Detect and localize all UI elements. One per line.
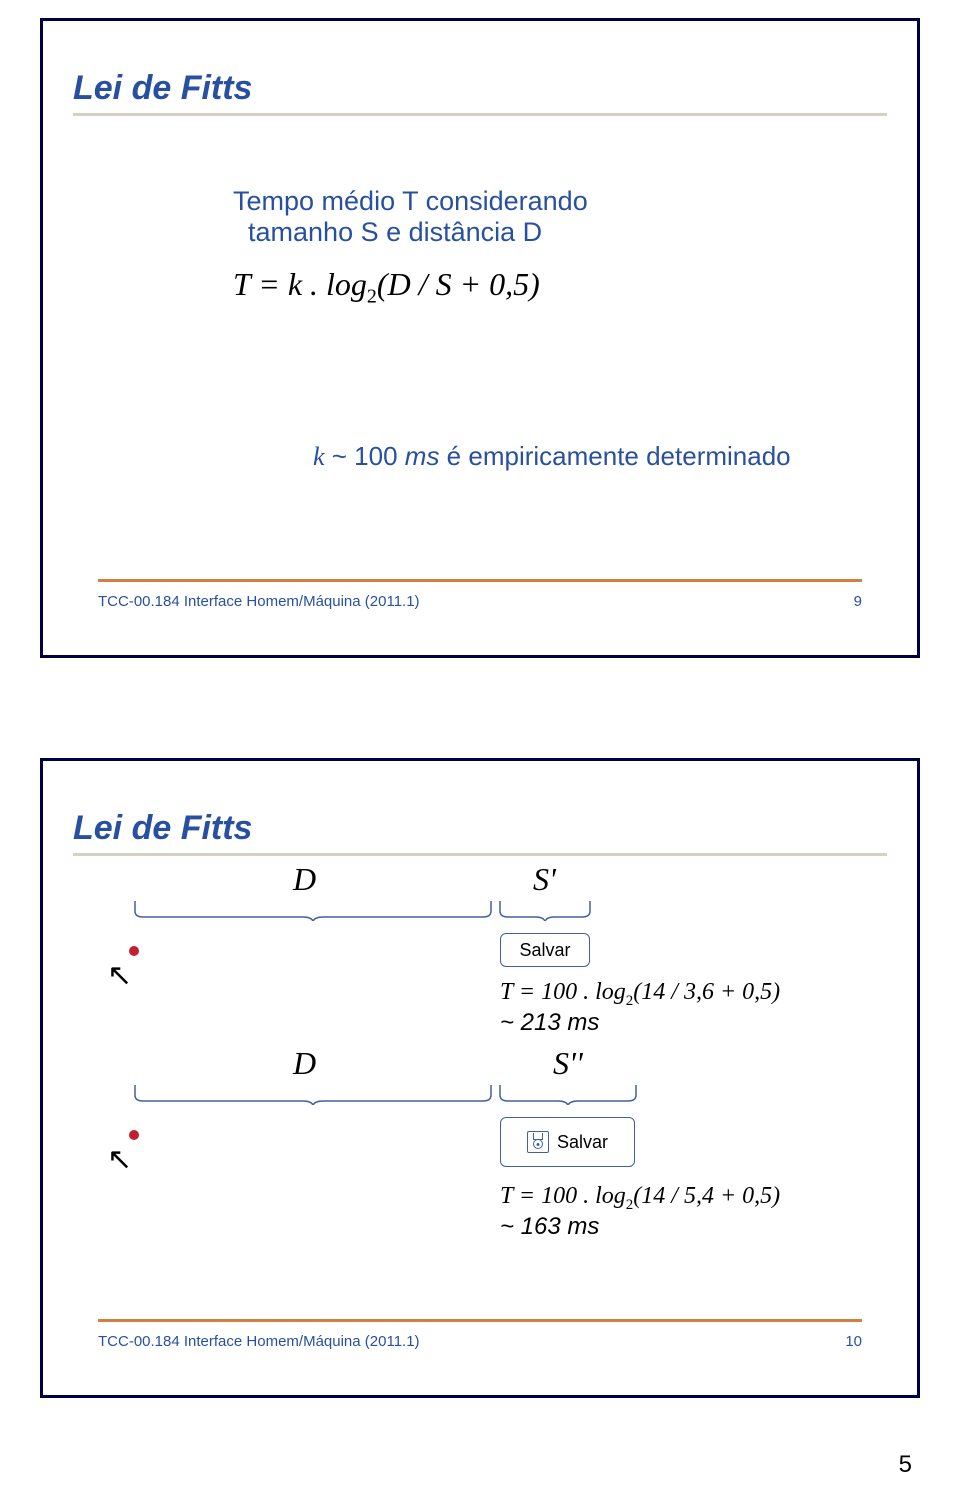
label-d-1: D bbox=[293, 861, 316, 898]
label-s-prime: S' bbox=[533, 861, 556, 898]
brace-d-1 bbox=[133, 899, 493, 921]
k-constant-note: k ~ 100 ms é empiricamente determinado bbox=[313, 441, 791, 472]
salvar-button-large[interactable]: Salvar bbox=[500, 1117, 635, 1167]
slide-page-number: 9 bbox=[854, 593, 862, 610]
salvar-button-label: Salvar bbox=[557, 1132, 608, 1153]
subtitle-line-2: tamanho S e distância D bbox=[248, 217, 542, 247]
label-s-double-prime: S'' bbox=[553, 1045, 583, 1082]
cursor-arrow-icon-2: ↖ bbox=[107, 1145, 132, 1175]
slide-title: Lei de Fitts bbox=[73, 809, 252, 848]
cursor-start-1 bbox=[129, 946, 139, 956]
calc-1-result: ~ 213 ms bbox=[500, 1009, 599, 1037]
brace-s-double-prime bbox=[498, 1083, 638, 1105]
calc-2-result: ~ 163 ms bbox=[500, 1213, 599, 1241]
floppy-icon bbox=[527, 1131, 549, 1153]
footer-text: TCC-00.184 Interface Homem/Máquina (2011… bbox=[98, 593, 420, 610]
page: Lei de Fitts Tempo médio T considerando … bbox=[0, 0, 960, 1501]
calc-1-formula: T = 100 . log2(14 / 3,6 + 0,5) bbox=[500, 979, 780, 1010]
cursor-start-2 bbox=[129, 1130, 139, 1140]
slide-1: Lei de Fitts Tempo médio T considerando … bbox=[40, 18, 920, 658]
slide-page-number: 10 bbox=[845, 1333, 862, 1350]
brace-s-prime bbox=[498, 899, 592, 921]
subtitle-line-1: Tempo médio T considerando bbox=[233, 186, 588, 216]
title-underline bbox=[73, 113, 887, 116]
cursor-arrow-icon-1: ↖ bbox=[107, 961, 132, 991]
footer-text: TCC-00.184 Interface Homem/Máquina (2011… bbox=[98, 1333, 420, 1350]
slide-title: Lei de Fitts bbox=[73, 69, 252, 108]
brace-d-2 bbox=[133, 1083, 493, 1105]
salvar-button-small[interactable]: Salvar bbox=[500, 933, 590, 967]
footer-rule bbox=[98, 1319, 862, 1322]
title-underline bbox=[73, 853, 887, 856]
salvar-button-label: Salvar bbox=[519, 940, 570, 961]
calc-2-formula: T = 100 . log2(14 / 5,4 + 0,5) bbox=[500, 1183, 780, 1214]
subtitle: Tempo médio T considerando tamanho S e d… bbox=[233, 186, 588, 248]
slide-2: Lei de Fitts D S' ↖ Salvar T = 100 . log… bbox=[40, 758, 920, 1398]
label-d-2: D bbox=[293, 1045, 316, 1082]
sheet-page-number: 5 bbox=[899, 1451, 912, 1479]
footer-rule bbox=[98, 579, 862, 582]
fitts-formula: T = k . log2(D / S + 0,5) bbox=[233, 266, 540, 308]
